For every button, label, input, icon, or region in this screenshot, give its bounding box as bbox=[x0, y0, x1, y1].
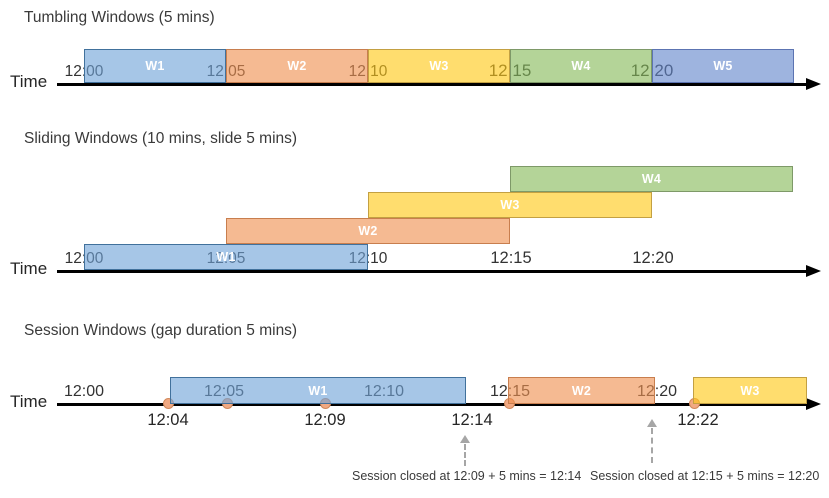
session-window-w2: W2 bbox=[508, 377, 655, 404]
session-close-note: Session closed at 12:15 + 5 mins = 12:20 bbox=[590, 469, 820, 483]
session-window-w1: W1 bbox=[170, 377, 466, 404]
window-label: W3 bbox=[740, 383, 760, 398]
window-label: W3 bbox=[429, 59, 449, 73]
tumbling-window-w3: W3 bbox=[368, 49, 510, 83]
sliding-tick-label: 12:15 bbox=[490, 249, 532, 268]
event-time-label: 12:14 bbox=[451, 411, 493, 429]
arrow-up-icon bbox=[460, 435, 470, 443]
tumbling-timeline-arrowhead-icon bbox=[806, 78, 821, 90]
event-time-label: 12:09 bbox=[304, 411, 346, 429]
session-timeline bbox=[57, 403, 806, 406]
tumbling-window-w1: W1 bbox=[84, 49, 226, 83]
event-time-label: 12:22 bbox=[677, 411, 719, 429]
sliding-window-w4: W4 bbox=[510, 166, 793, 192]
sliding-window-w1: W1 bbox=[84, 244, 368, 270]
window-label: W2 bbox=[571, 383, 592, 398]
window-label: W3 bbox=[500, 198, 520, 212]
window-label: W4 bbox=[571, 59, 591, 73]
session-tick-label: 12:00 bbox=[63, 382, 105, 400]
sliding-time-axis-label: Time bbox=[10, 259, 48, 278]
sliding-timeline bbox=[57, 270, 806, 273]
session-time-axis-label: Time bbox=[10, 392, 48, 411]
tumbling-window-w4: W4 bbox=[510, 49, 652, 83]
session-timeline-arrowhead-icon bbox=[806, 398, 821, 410]
tumbling-window-w2: W2 bbox=[226, 49, 368, 83]
window-label: W2 bbox=[287, 59, 307, 73]
window-label: W1 bbox=[216, 250, 236, 264]
sliding-timeline-arrowhead-icon bbox=[806, 265, 821, 277]
event-time-label: 12:04 bbox=[147, 411, 189, 429]
sliding-window-w3: W3 bbox=[368, 192, 652, 218]
session-close-note: Session closed at 12:09 + 5 mins = 12:14 bbox=[352, 469, 582, 483]
tumbling-title: Tumbling Windows (5 mins) bbox=[24, 9, 215, 26]
window-label: W4 bbox=[641, 172, 662, 186]
session-title: Session Windows (gap duration 5 mins) bbox=[24, 322, 298, 339]
session-close-arrow bbox=[651, 428, 653, 463]
session-close-arrow bbox=[464, 444, 466, 466]
session-window-w3: W3 bbox=[693, 377, 807, 404]
sliding-window-w2: W2 bbox=[226, 218, 510, 244]
window-label: W2 bbox=[358, 224, 378, 238]
window-label: W1 bbox=[308, 383, 328, 398]
tumbling-window-w5: W5 bbox=[652, 49, 794, 83]
arrow-up-icon bbox=[647, 419, 657, 427]
tumbling-timeline bbox=[57, 83, 806, 86]
tumbling-time-axis-label: Time bbox=[10, 72, 48, 91]
sliding-tick-label: 12:20 bbox=[632, 249, 674, 268]
window-label: W1 bbox=[145, 59, 165, 73]
window-label: W5 bbox=[713, 59, 733, 73]
sliding-title: Sliding Windows (10 mins, slide 5 mins) bbox=[24, 130, 298, 147]
